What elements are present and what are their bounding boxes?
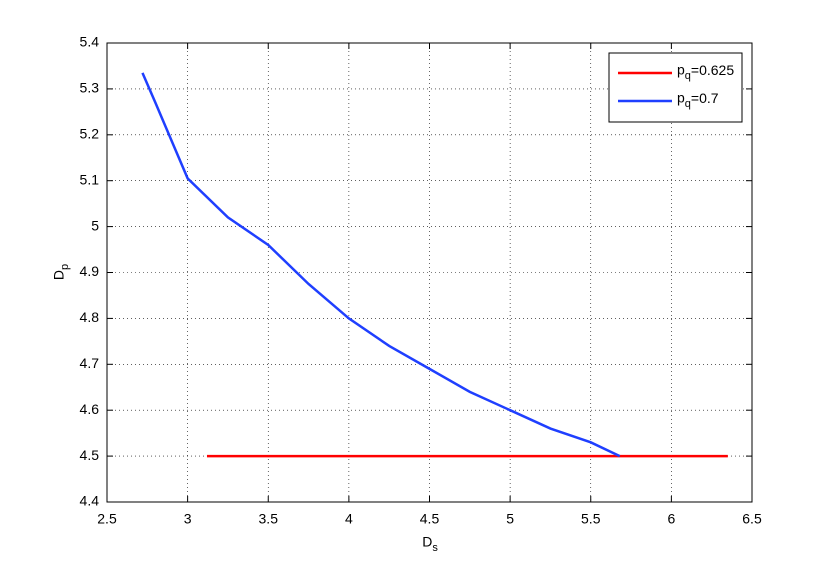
x-tick-label: 3.5 (259, 511, 279, 527)
y-tick-label: 5.3 (80, 80, 100, 96)
y-tick-label: 5.1 (80, 171, 100, 187)
y-tick-label: 4.8 (80, 309, 100, 325)
y-tick-label: 4.5 (80, 447, 100, 463)
x-tick-label: 4.5 (420, 511, 440, 527)
x-tick-label: 5.5 (581, 511, 601, 527)
x-tick-label: 6.5 (742, 511, 762, 527)
x-tick-label: 4 (345, 511, 353, 527)
y-tick-label: 5.2 (80, 126, 100, 142)
y-tick-label: 4.4 (80, 493, 100, 509)
y-tick-label: 5.4 (80, 34, 100, 50)
y-tick-label: 4.7 (80, 355, 100, 371)
plot-frame (106, 42, 753, 503)
y-tick-label: 4.6 (80, 401, 100, 417)
legend-box (608, 52, 743, 123)
y-tick-label: 4.9 (80, 263, 100, 279)
data-line (141, 72, 621, 458)
x-tick-label: 2.5 (97, 511, 117, 527)
legend-label: pq=0.625 (677, 62, 734, 82)
x-tick-label: 5 (506, 511, 514, 527)
x-tick-label: 6 (667, 511, 675, 527)
x-tick-label: 3 (184, 511, 192, 527)
y-tick-label: 5 (91, 217, 99, 233)
